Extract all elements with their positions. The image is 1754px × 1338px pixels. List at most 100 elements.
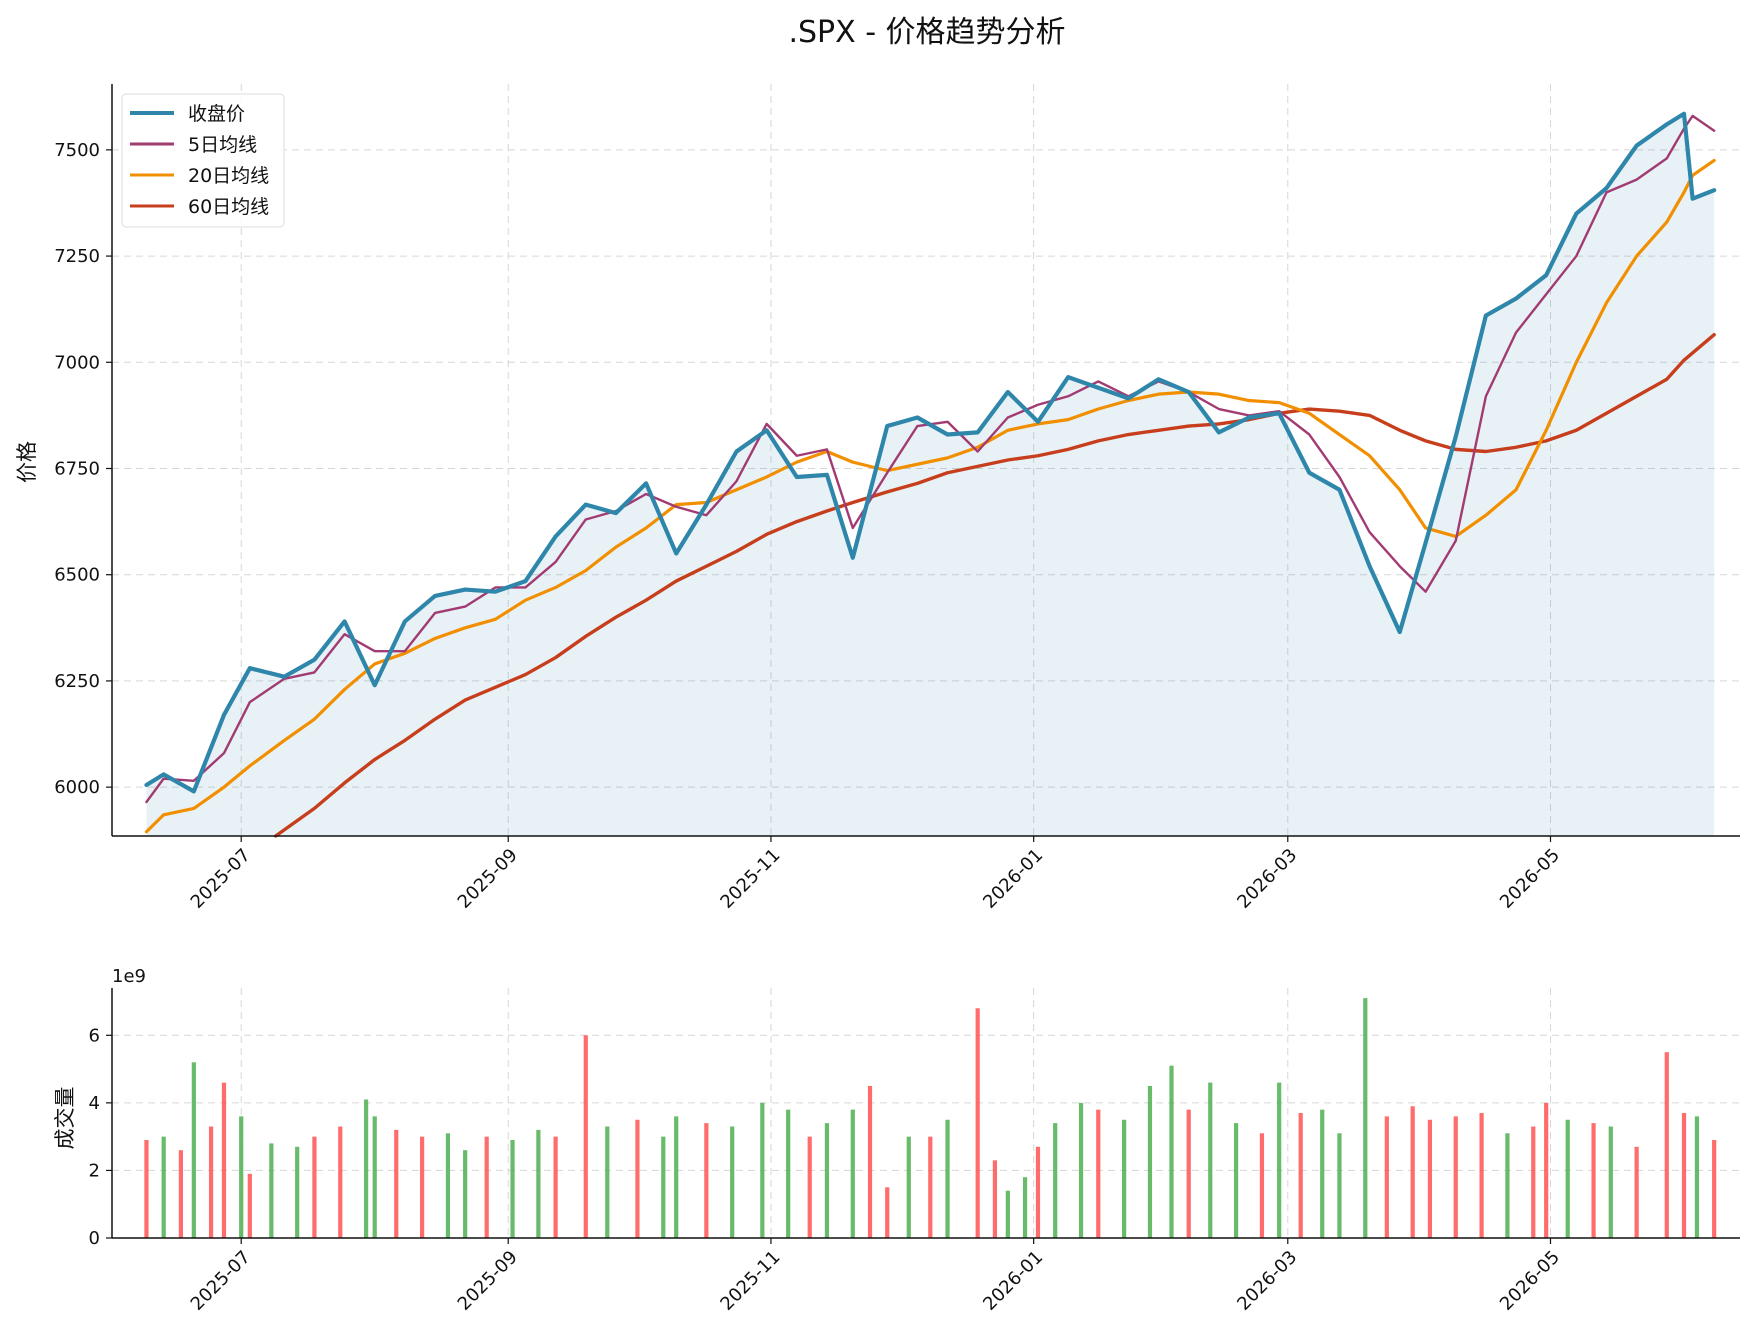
- volume-bar: [1694, 1116, 1700, 1238]
- volume-bar: [1320, 1109, 1325, 1238]
- volume-bar: [510, 1140, 515, 1238]
- volume-bar: [178, 1150, 184, 1238]
- volume-bar: [704, 1123, 709, 1238]
- price-y-tick-label: 6500: [54, 565, 100, 586]
- volume-bar: [1608, 1126, 1613, 1238]
- legend-box: [121, 93, 285, 228]
- volume-bar: [1186, 1109, 1191, 1238]
- volume-bar: [191, 1062, 196, 1238]
- volume-bar: [867, 1085, 873, 1238]
- series-line-收盘价: [144, 111, 1717, 794]
- volume-y-axis-label: 成交量: [53, 1087, 77, 1150]
- price-gridlines: [112, 84, 1740, 836]
- price-series-lines: [144, 111, 1717, 838]
- volume-bar: [945, 1119, 950, 1238]
- volume-bar: [1363, 998, 1368, 1238]
- volume-gridlines: [112, 988, 1740, 1238]
- volume-bar: [1277, 1082, 1282, 1238]
- legend-label: 60日均线: [188, 196, 269, 218]
- volume-bar: [1479, 1113, 1484, 1238]
- volume-bar: [850, 1109, 855, 1238]
- volume-bar: [445, 1133, 451, 1238]
- volume-bar: [221, 1082, 227, 1238]
- volume-bar: [885, 1187, 890, 1238]
- volume-bar: [1531, 1126, 1536, 1238]
- volume-bar: [312, 1136, 317, 1238]
- volume-x-tick-label: 2025-09: [454, 1247, 522, 1315]
- volume-bar: [1259, 1133, 1265, 1238]
- volume-bar: [1147, 1085, 1153, 1238]
- volume-bar: [786, 1109, 791, 1238]
- price-y-tick-label: 7500: [54, 140, 100, 161]
- volume-bar: [760, 1102, 765, 1238]
- price-y-tick-label: 6750: [54, 458, 100, 479]
- price-y-axis-label: 价格: [15, 441, 39, 483]
- volume-bar: [1022, 1177, 1028, 1238]
- volume-bar: [1634, 1146, 1639, 1238]
- volume-bar: [1169, 1065, 1174, 1238]
- volume-bar: [928, 1136, 933, 1238]
- volume-bar: [1505, 1133, 1510, 1238]
- legend-label: 20日均线: [188, 165, 269, 187]
- volume-bar: [730, 1126, 735, 1238]
- volume-bar: [1712, 1140, 1717, 1238]
- volume-bar: [674, 1116, 679, 1238]
- series-line-5日均线: [145, 114, 1716, 804]
- volume-bar: [1298, 1113, 1303, 1238]
- volume-bar: [635, 1119, 640, 1238]
- volume-bar: [208, 1126, 214, 1238]
- volume-bar: [1681, 1113, 1687, 1238]
- volume-y-tick-label: 0: [89, 1228, 100, 1249]
- volume-bar: [1591, 1123, 1596, 1238]
- price-y-tick-label: 6250: [54, 671, 100, 692]
- volume-bar: [1078, 1102, 1084, 1238]
- volume-bar: [807, 1136, 812, 1238]
- volume-bar: [553, 1136, 558, 1238]
- close-area-shape: [146, 113, 1715, 836]
- volume-bar: [295, 1146, 300, 1238]
- volume-bar: [824, 1123, 830, 1238]
- volume-bar: [536, 1129, 541, 1238]
- price-x-tick-label: 2026-03: [1233, 845, 1301, 913]
- price-y-tick-label: 7250: [54, 246, 100, 267]
- price-x-tick-label: 2026-01: [979, 845, 1047, 913]
- legend-label: 收盘价: [188, 103, 245, 125]
- volume-bar: [1005, 1190, 1010, 1238]
- volume-bar: [269, 1143, 274, 1238]
- volume-offset-label: 1e9: [112, 966, 146, 987]
- volume-bar: [1337, 1133, 1342, 1238]
- volume-x-tick-label: 2026-03: [1233, 1247, 1301, 1315]
- volume-bar: [1053, 1123, 1058, 1238]
- volume-x-tick-label: 2025-11: [716, 1247, 784, 1315]
- volume-bar: [484, 1136, 489, 1238]
- price-x-tick-label: 2025-11: [716, 845, 784, 913]
- volume-bar: [605, 1126, 610, 1238]
- volume-bar: [1035, 1146, 1041, 1238]
- price-y-tick-label: 6000: [54, 777, 100, 798]
- price-x-tick-label: 2026-05: [1496, 845, 1564, 913]
- legend: 收盘价 5日均线 20日均线 60日均线: [121, 93, 285, 228]
- volume-axes: 0 2 4 6 2025-07 2025-09 2025-11 2026-01 2026-03 2…: [89, 988, 1740, 1315]
- volume-y-tick-label: 6: [89, 1025, 100, 1046]
- volume-bar: [144, 1140, 149, 1238]
- volume-panel: 0 2 4 6 2025-07 2025-09 2025-11 2026-01 2026-03 2…: [53, 966, 1740, 1315]
- volume-y-tick-label: 2: [89, 1160, 100, 1181]
- legend-label: 5日均线: [188, 134, 257, 156]
- series-line-20日均线: [144, 158, 1716, 834]
- volume-x-tick-label: 2025-07: [187, 1247, 255, 1315]
- volume-bar: [1208, 1082, 1213, 1238]
- volume-bar: [372, 1116, 377, 1238]
- volume-bar: [661, 1136, 666, 1238]
- volume-bar: [419, 1136, 425, 1238]
- volume-bar: [1664, 1052, 1669, 1238]
- volume-bar: [338, 1126, 343, 1238]
- volume-bar: [463, 1150, 468, 1238]
- price-x-tick-label: 2025-09: [454, 845, 522, 913]
- volume-bar: [394, 1129, 399, 1238]
- volume-bar: [1122, 1119, 1127, 1238]
- volume-bar: [161, 1136, 166, 1238]
- series-line-60日均线: [273, 332, 1716, 838]
- price-x-tick-label: 2025-07: [187, 845, 255, 913]
